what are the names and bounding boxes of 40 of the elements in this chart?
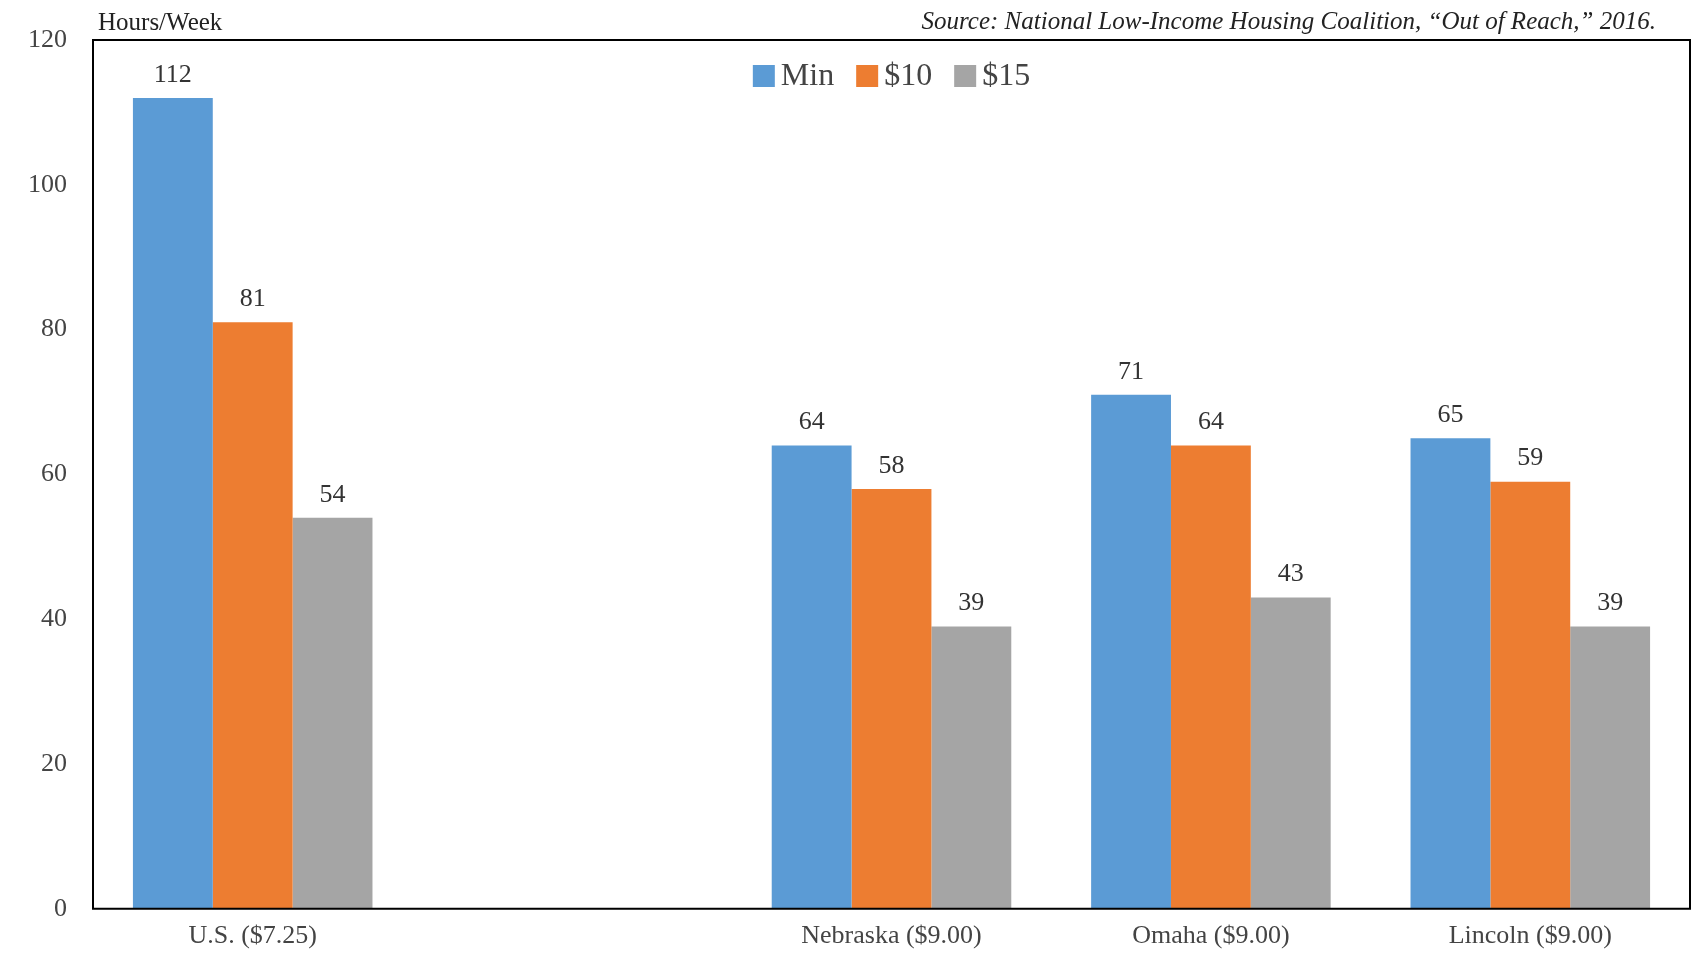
y-tick-label: 100 bbox=[28, 168, 67, 198]
bar bbox=[931, 626, 1012, 909]
data-label: 39 bbox=[1597, 587, 1624, 617]
data-label: 71 bbox=[1118, 355, 1145, 385]
bar bbox=[212, 322, 293, 909]
legend-label: $10 bbox=[884, 56, 933, 93]
data-label: 54 bbox=[319, 478, 346, 508]
y-tick-label: 80 bbox=[41, 313, 67, 343]
x-tick-label: Nebraska ($9.00) bbox=[801, 920, 982, 950]
data-label: 59 bbox=[1517, 442, 1544, 472]
bar bbox=[1490, 481, 1571, 909]
bar bbox=[1091, 394, 1171, 909]
bar bbox=[851, 488, 932, 909]
data-label: 43 bbox=[1277, 558, 1304, 588]
legend-label: $15 bbox=[982, 56, 1031, 93]
bar bbox=[771, 445, 852, 909]
bar bbox=[1570, 626, 1651, 909]
data-label: 64 bbox=[1197, 406, 1224, 436]
bar bbox=[1250, 597, 1331, 909]
data-label: 81 bbox=[239, 283, 266, 313]
x-tick-label: Omaha ($9.00) bbox=[1132, 920, 1290, 950]
data-label: 112 bbox=[153, 58, 192, 88]
data-label: 58 bbox=[878, 449, 905, 479]
y-tick-label: 60 bbox=[41, 458, 67, 488]
bar bbox=[1410, 438, 1491, 909]
x-tick-label: Lincoln ($9.00) bbox=[1448, 920, 1612, 950]
bar bbox=[132, 97, 213, 909]
data-label: 64 bbox=[798, 406, 825, 436]
y-axis-title: Hours/Week bbox=[98, 8, 223, 36]
y-tick-label: 20 bbox=[41, 747, 67, 777]
source-note: Source: National Low-Income Housing Coalition, “Out of Reach,” 2016. bbox=[921, 6, 1656, 36]
data-label: 65 bbox=[1437, 399, 1464, 429]
y-tick-label: 40 bbox=[41, 603, 67, 633]
bar bbox=[1170, 445, 1251, 909]
data-label: 39 bbox=[958, 587, 985, 617]
legend-label: Min bbox=[780, 56, 835, 93]
x-tick-label: U.S. ($7.25) bbox=[188, 920, 317, 950]
bar bbox=[292, 517, 373, 909]
y-tick-label: 0 bbox=[54, 892, 67, 922]
y-tick-label: 120 bbox=[28, 23, 67, 53]
